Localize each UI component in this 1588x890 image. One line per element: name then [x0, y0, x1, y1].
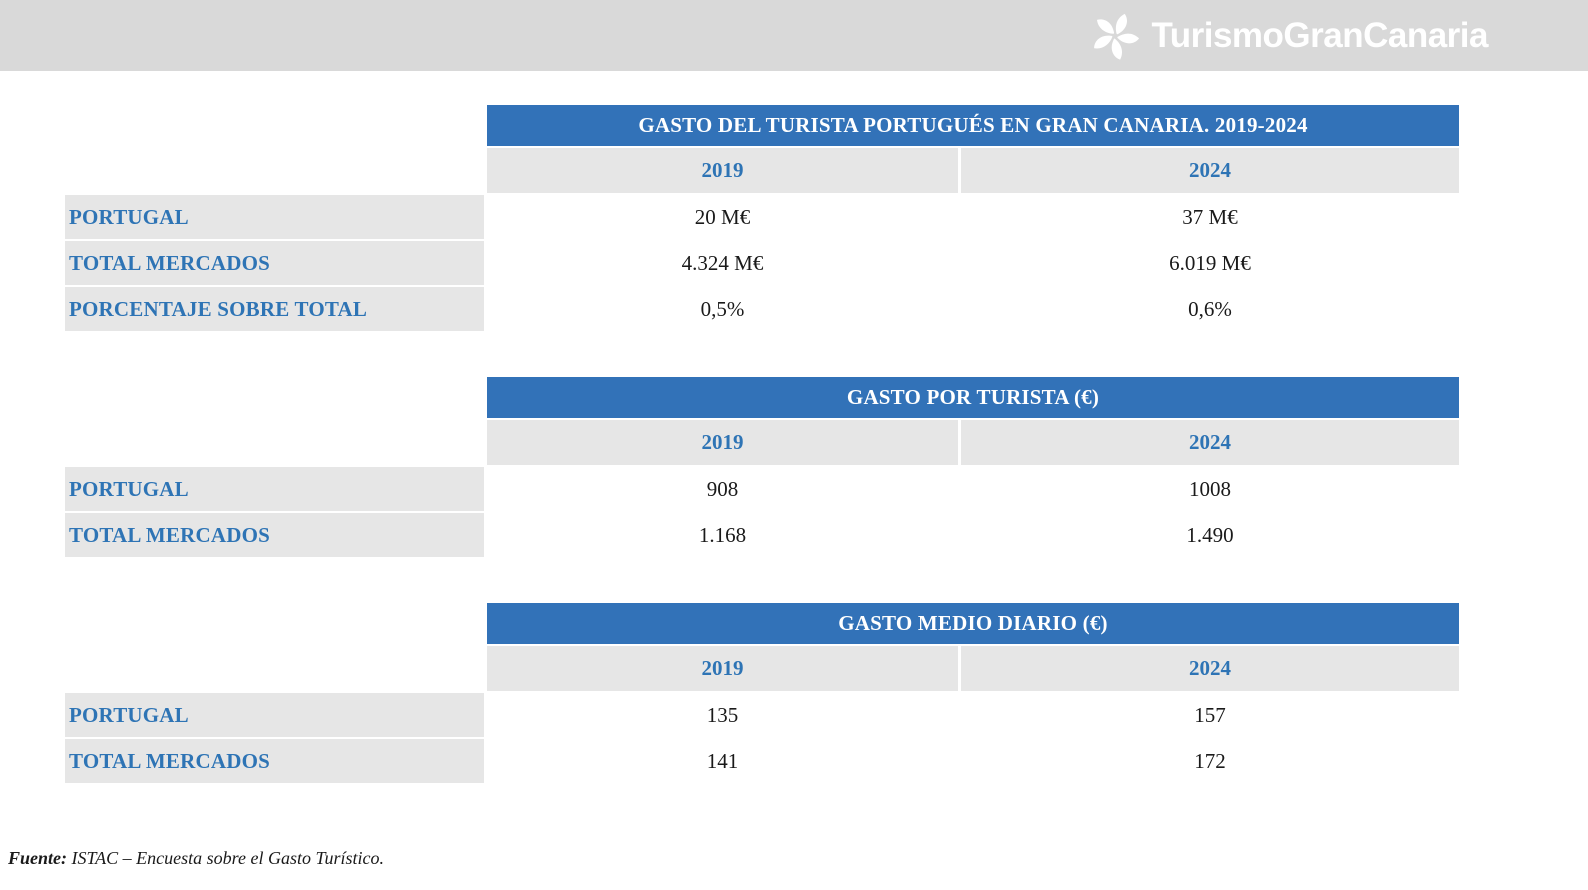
- column-header-2024: 2024: [961, 420, 1459, 465]
- value-cell: 20 M€: [487, 195, 958, 239]
- table-gasto-turista-portugues: GASTO DEL TURISTA PORTUGUÉS EN GRAN CANA…: [65, 105, 1588, 331]
- row-label-total-mercados: TOTAL MERCADOS: [65, 739, 484, 783]
- row-label-total-mercados: TOTAL MERCADOS: [65, 513, 484, 557]
- table-title: GASTO POR TURISTA (€): [487, 377, 1459, 418]
- value-cell: 0,6%: [961, 287, 1459, 331]
- value-cell: 37 M€: [961, 195, 1459, 239]
- column-header-2019: 2019: [487, 646, 958, 691]
- logo-text: TurismoGranCanaria: [1151, 15, 1488, 55]
- value-cell: 908: [487, 467, 958, 511]
- value-cell: 0,5%: [487, 287, 958, 331]
- row-label-porcentaje-sobre-total: PORCENTAJE SOBRE TOTAL: [65, 287, 484, 331]
- table-title: GASTO MEDIO DIARIO (€): [487, 603, 1459, 644]
- source-text: ISTAC – Encuesta sobre el Gasto Turístic…: [67, 848, 385, 868]
- column-header-2019: 2019: [487, 420, 958, 465]
- column-header-2024: 2024: [961, 148, 1459, 193]
- value-cell: 141: [487, 739, 958, 783]
- document-body: GASTO DEL TURISTA PORTUGUÉS EN GRAN CANA…: [0, 105, 1588, 783]
- value-cell: 172: [961, 739, 1459, 783]
- value-cell: 157: [961, 693, 1459, 737]
- pinwheel-swirl-icon: [1094, 13, 1140, 60]
- value-cell: 6.019 M€: [961, 241, 1459, 285]
- column-header-2024: 2024: [961, 646, 1459, 691]
- row-label-total-mercados: TOTAL MERCADOS: [65, 241, 484, 285]
- table-gasto-por-turista: GASTO POR TURISTA (€) 2019 2024 PORTUGAL…: [65, 377, 1588, 557]
- top-banner: TurismoGranCanaria: [0, 0, 1588, 71]
- row-label-portugal: PORTUGAL: [65, 693, 484, 737]
- value-cell: 4.324 M€: [487, 241, 958, 285]
- table-gasto-medio-diario: GASTO MEDIO DIARIO (€) 2019 2024 PORTUGA…: [65, 603, 1588, 783]
- value-cell: 1.490: [961, 513, 1459, 557]
- value-cell: 1008: [961, 467, 1459, 511]
- row-label-portugal: PORTUGAL: [65, 467, 484, 511]
- column-header-2019: 2019: [487, 148, 958, 193]
- turismo-gran-canaria-logo: TurismoGranCanaria: [1087, 9, 1488, 63]
- table-title: GASTO DEL TURISTA PORTUGUÉS EN GRAN CANA…: [487, 105, 1459, 146]
- row-label-portugal: PORTUGAL: [65, 195, 484, 239]
- source-note: Fuente: ISTAC – Encuesta sobre el Gasto …: [8, 848, 384, 869]
- value-cell: 135: [487, 693, 958, 737]
- value-cell: 1.168: [487, 513, 958, 557]
- source-label: Fuente:: [8, 848, 68, 868]
